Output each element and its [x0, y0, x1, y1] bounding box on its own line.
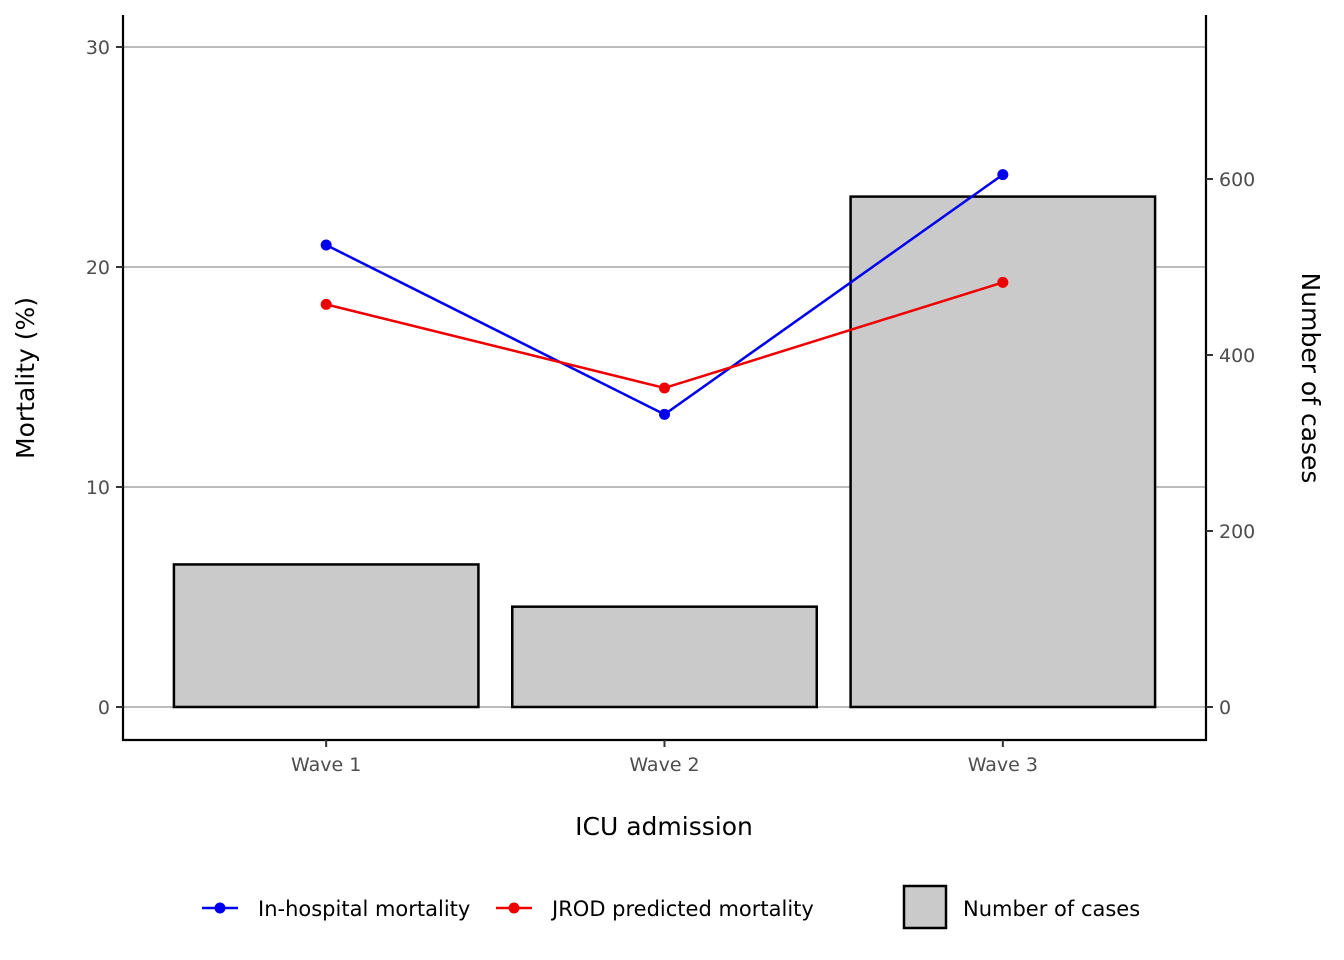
series-point-1 — [659, 382, 670, 394]
legend-label-in-hospital: In-hospital mortality — [258, 897, 470, 921]
y2-tick-label: 400 — [1219, 345, 1255, 367]
legend: In-hospital mortality JROD predicted mor… — [202, 884, 1140, 930]
y-tick-label: 30 — [86, 37, 110, 59]
series-point-0 — [997, 169, 1009, 181]
series-point-0 — [320, 239, 332, 251]
y-axis-title: Mortality (%) — [11, 297, 40, 459]
legend-label-cases: Number of cases — [963, 897, 1140, 921]
y-tick-label: 20 — [86, 257, 110, 279]
x-tick-label: Wave 1 — [291, 754, 361, 776]
y2-tick-label: 200 — [1219, 521, 1255, 543]
x-axis-ticks: Wave 1 Wave 2 Wave 3 — [291, 740, 1038, 776]
bar-cases — [172, 563, 480, 709]
y-tick-label: 10 — [86, 477, 110, 499]
lines — [320, 169, 1009, 420]
series-point-1 — [997, 276, 1009, 288]
y2-axis-title: Number of cases — [1296, 273, 1325, 484]
x-tick-label: Wave 3 — [968, 754, 1038, 776]
right-axis-ticks: 0 200 400 600 — [1206, 169, 1255, 719]
bar-cases — [511, 605, 818, 709]
legend-key-point-jrod — [508, 902, 520, 914]
bars — [172, 195, 1157, 709]
legend-label-jrod: JROD predicted mortality — [550, 897, 814, 921]
series-point-0 — [659, 408, 670, 420]
y2-tick-label: 600 — [1219, 169, 1255, 191]
legend-key-bar-cases — [902, 884, 948, 930]
y2-tick-label: 0 — [1219, 697, 1231, 719]
x-axis-title: ICU admission — [575, 812, 753, 841]
y-tick-label: 0 — [98, 697, 110, 719]
series-point-1 — [320, 298, 332, 310]
legend-key-point-in-hospital — [214, 902, 226, 914]
bar-cases — [849, 195, 1157, 709]
x-tick-label: Wave 2 — [629, 754, 699, 776]
left-axis-ticks: 0 10 20 30 — [86, 37, 123, 719]
